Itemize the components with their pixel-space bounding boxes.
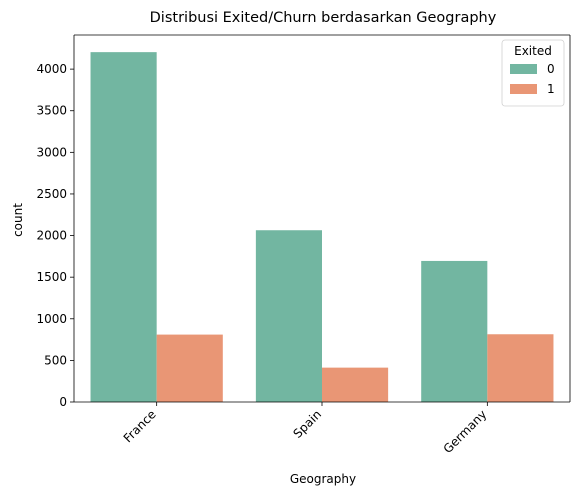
- y-tick-label-1000: 1000: [36, 312, 67, 326]
- y-tick-label-2500: 2500: [36, 187, 67, 201]
- x-tick-label-spain: Spain: [291, 407, 325, 441]
- y-tick-label-500: 500: [44, 353, 67, 367]
- legend-swatch-0: [510, 64, 537, 74]
- legend: Exited 0 1: [501, 39, 565, 107]
- bar-france-exited-1: [156, 334, 223, 402]
- y-tick-label-4000: 4000: [36, 62, 67, 76]
- bar-spain-exited-1: [322, 367, 389, 402]
- x-tick-label-germany: Germany: [441, 407, 490, 456]
- legend-label-1: 1: [547, 82, 555, 96]
- x-tick-label-france: France: [121, 407, 159, 445]
- y-tick-label-3500: 3500: [36, 104, 67, 118]
- y-tick-label-1500: 1500: [36, 270, 67, 284]
- legend-swatch-1: [510, 84, 537, 94]
- legend-label-0: 0: [547, 62, 555, 76]
- bar-france-exited-0: [90, 52, 157, 402]
- bar-germany-exited-1: [487, 334, 554, 402]
- y-axis-label: count: [11, 203, 25, 237]
- bar-spain-exited-0: [255, 230, 322, 402]
- y-tick-label-0: 0: [59, 395, 67, 409]
- y-tick-label-2000: 2000: [36, 229, 67, 243]
- plot-area: 0 500 1000 1500 2000 2500 3000 3500 4000 France Sp…: [36, 34, 571, 456]
- y-tick-label-3000: 3000: [36, 145, 67, 159]
- legend-title: Exited: [514, 44, 552, 58]
- bar-germany-exited-0: [421, 260, 488, 402]
- chart-title: Distribusi Exited/Churn berdasarkan Geog…: [150, 10, 497, 26]
- x-axis-label: Geography: [290, 472, 356, 486]
